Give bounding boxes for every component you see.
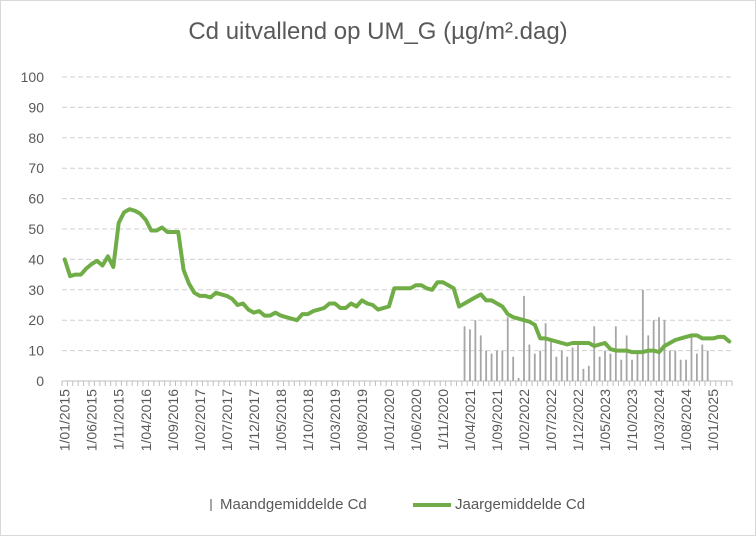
legend-swatch-monthly: [210, 498, 212, 511]
x-tick-label: 1/01/2020: [381, 389, 397, 451]
monthly-bar: [625, 335, 628, 381]
monthly-bar: [539, 350, 542, 381]
y-tick-label: 0: [36, 373, 44, 389]
legend: Maandgemiddelde Cd Jaargemiddelde Cd: [0, 496, 756, 520]
monthly-bar: [463, 326, 466, 381]
monthly-bar: [485, 350, 488, 381]
monthly-bar: [647, 335, 650, 381]
chart-title: Cd uitvallend op UM_G (µg/m².dag): [188, 18, 568, 45]
monthly-bar: [517, 377, 520, 381]
monthly-bar: [506, 317, 509, 381]
x-tick-label: 1/01/2015: [57, 389, 73, 451]
x-tick-label: 1/11/2020: [435, 389, 451, 450]
x-tick-label: 1/10/2018: [300, 389, 316, 451]
monthly-bar: [474, 320, 477, 381]
monthly-bar: [593, 326, 596, 381]
x-tick-label: 1/02/2017: [192, 389, 208, 451]
x-tick-label: 1/05/2023: [597, 389, 613, 451]
monthly-bar: [695, 353, 698, 381]
monthly-bar: [636, 353, 639, 381]
monthly-bar: [512, 356, 515, 381]
monthly-bar: [631, 359, 633, 381]
monthly-bar: [587, 365, 590, 381]
monthly-bar: [560, 350, 563, 381]
legend-item-yearly: Jaargemiddelde Cd: [413, 496, 585, 513]
y-tick-label: 60: [28, 191, 44, 207]
legend-swatch-yearly: [413, 502, 451, 507]
monthly-bar: [496, 350, 498, 381]
monthly-bar: [604, 350, 606, 381]
monthly-bar: [614, 326, 617, 381]
x-tick-label: 1/07/2022: [543, 389, 559, 451]
monthly-bar: [555, 356, 558, 381]
x-tick-label: 1/03/2024: [651, 389, 667, 451]
monthly-bar: [528, 344, 531, 381]
monthly-bar: [690, 335, 693, 381]
monthly-bar: [609, 353, 612, 381]
monthly-bar: [577, 344, 579, 381]
y-tick-label: 70: [28, 160, 44, 176]
y-tick-label: 10: [28, 343, 44, 359]
yearly-average-line: [62, 207, 732, 355]
monthly-bar: [550, 341, 552, 381]
x-tick-label: 1/05/2018: [273, 389, 289, 451]
legend-label-yearly: Jaargemiddelde Cd: [455, 496, 586, 513]
monthly-bar: [701, 344, 704, 381]
y-tick-label: 40: [28, 251, 44, 267]
x-tick-label: 1/06/2020: [408, 389, 424, 451]
x-tick-label: 1/04/2016: [138, 389, 154, 451]
monthly-bar: [469, 329, 471, 381]
x-tick-label: 1/08/2019: [354, 389, 370, 451]
x-tick-label: 1/10/2023: [624, 389, 640, 451]
monthly-bar: [641, 289, 644, 381]
x-tick-label: 1/09/2016: [165, 389, 181, 451]
monthly-bar: [668, 350, 671, 381]
x-tick-label: 1/01/2025: [705, 389, 721, 451]
x-tick-label: 1/03/2019: [327, 389, 343, 451]
y-tick-label: 30: [28, 282, 44, 298]
x-tick-label: 1/12/2017: [246, 389, 262, 451]
y-tick-label: 20: [28, 312, 44, 328]
monthly-bar: [663, 320, 666, 381]
y-tick-label: 90: [28, 99, 44, 115]
monthly-bar: [658, 317, 660, 381]
monthly-bar: [571, 347, 574, 381]
x-tick-label: 1/06/2015: [84, 389, 100, 451]
monthly-bar: [501, 350, 504, 381]
monthly-bar: [674, 350, 677, 381]
monthly-bar: [685, 359, 687, 381]
x-tick-label: 1/08/2024: [678, 389, 694, 451]
legend-label-monthly: Maandgemiddelde Cd: [220, 496, 367, 513]
monthly-bar: [544, 323, 547, 381]
y-tick-label: 100: [21, 69, 45, 85]
x-tick-label: 1/04/2021: [462, 389, 478, 451]
x-tick-label: 1/07/2017: [219, 389, 235, 451]
x-tick-label: 1/02/2022: [516, 389, 532, 451]
monthly-bar: [490, 353, 493, 381]
monthly-bar: [706, 350, 709, 381]
y-tick-label: 80: [28, 130, 44, 146]
monthly-bar: [566, 356, 569, 381]
monthly-bar: [598, 356, 601, 381]
y-tick-label: 50: [28, 221, 44, 237]
monthly-bar: [479, 335, 482, 381]
monthly-bar: [533, 353, 536, 381]
legend-item-monthly: Maandgemiddelde Cd: [210, 496, 367, 513]
x-tick-label: 1/09/2021: [489, 389, 505, 451]
monthly-bar: [620, 359, 623, 381]
x-tick-label: 1/12/2022: [570, 389, 586, 451]
x-tick-label: 1/11/2015: [111, 389, 127, 450]
monthly-bar: [523, 295, 525, 381]
monthly-bar: [582, 368, 585, 381]
monthly-bar: [679, 359, 682, 381]
